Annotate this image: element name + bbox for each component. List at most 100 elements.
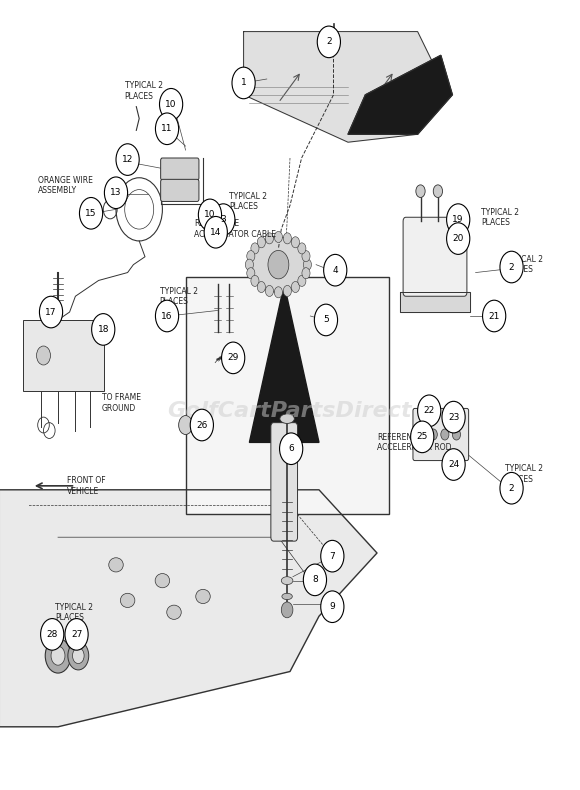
FancyBboxPatch shape (271, 423, 298, 541)
Text: 13: 13 (110, 188, 122, 198)
FancyBboxPatch shape (186, 276, 389, 514)
Ellipse shape (121, 593, 135, 608)
Circle shape (37, 346, 50, 365)
Circle shape (65, 619, 88, 650)
Ellipse shape (155, 574, 169, 588)
Text: 24: 24 (448, 460, 459, 469)
Circle shape (246, 268, 255, 279)
Circle shape (258, 237, 266, 248)
Polygon shape (0, 490, 377, 727)
FancyBboxPatch shape (403, 217, 467, 296)
Circle shape (45, 638, 71, 673)
Circle shape (41, 619, 64, 650)
Text: 18: 18 (97, 325, 109, 334)
Text: REFERENCE
ACCELERATOR CABLE: REFERENCE ACCELERATOR CABLE (194, 220, 276, 239)
Text: TYPICAL 2
PLACES: TYPICAL 2 PLACES (125, 81, 163, 100)
FancyBboxPatch shape (23, 320, 104, 391)
Text: 10: 10 (165, 100, 177, 109)
Text: 2: 2 (509, 483, 514, 493)
Text: 5: 5 (323, 315, 329, 325)
Ellipse shape (167, 605, 181, 619)
Circle shape (268, 250, 289, 279)
Circle shape (317, 26, 340, 58)
Circle shape (251, 276, 259, 287)
Circle shape (155, 113, 179, 145)
Circle shape (251, 243, 259, 254)
Circle shape (281, 602, 293, 618)
Text: 9: 9 (329, 602, 335, 611)
Circle shape (116, 144, 139, 175)
Text: 6: 6 (288, 444, 294, 453)
Circle shape (68, 641, 89, 670)
Circle shape (441, 429, 449, 440)
Circle shape (418, 395, 441, 427)
Text: 11: 11 (161, 124, 173, 134)
Text: TYPICAL 2
PLACES: TYPICAL 2 PLACES (505, 465, 543, 483)
Circle shape (429, 429, 437, 440)
Circle shape (204, 216, 227, 248)
Text: 10: 10 (204, 210, 216, 220)
Circle shape (212, 204, 235, 235)
Ellipse shape (196, 589, 210, 604)
Circle shape (302, 268, 310, 279)
Circle shape (321, 540, 344, 572)
Text: 17: 17 (45, 307, 57, 317)
Circle shape (283, 233, 291, 244)
Text: 21: 21 (488, 311, 500, 321)
Circle shape (274, 231, 282, 243)
Text: 14: 14 (210, 228, 222, 237)
Text: 7: 7 (329, 551, 335, 561)
Text: REFERENCE
ACCELERATOR ROD: REFERENCE ACCELERATOR ROD (377, 433, 451, 452)
Circle shape (324, 254, 347, 286)
Circle shape (452, 429, 461, 440)
Text: 23: 23 (448, 412, 459, 422)
Circle shape (155, 300, 179, 332)
Circle shape (411, 421, 434, 453)
Circle shape (245, 259, 253, 270)
Circle shape (39, 296, 63, 328)
Circle shape (79, 198, 103, 229)
Text: 29: 29 (227, 353, 239, 363)
Circle shape (258, 281, 266, 292)
Circle shape (303, 564, 327, 596)
Text: 26: 26 (196, 420, 208, 430)
Text: 8: 8 (312, 575, 318, 585)
Circle shape (179, 416, 193, 435)
FancyBboxPatch shape (161, 158, 199, 180)
Ellipse shape (109, 558, 123, 572)
Circle shape (246, 250, 255, 261)
Circle shape (447, 204, 470, 235)
Text: 22: 22 (423, 406, 435, 416)
Circle shape (500, 472, 523, 504)
Circle shape (302, 250, 310, 261)
Ellipse shape (281, 577, 293, 585)
Circle shape (104, 177, 128, 209)
Circle shape (442, 401, 465, 433)
Circle shape (442, 449, 465, 480)
Text: 1: 1 (241, 78, 246, 88)
Circle shape (190, 409, 213, 441)
Text: 12: 12 (122, 155, 133, 164)
Circle shape (291, 237, 299, 248)
Text: 2: 2 (509, 262, 514, 272)
Polygon shape (244, 32, 441, 142)
Text: GolfCartPartsDirect: GolfCartPartsDirect (168, 401, 412, 421)
Circle shape (274, 287, 282, 298)
Text: TYPICAL 2
PLACES: TYPICAL 2 PLACES (55, 603, 93, 622)
Text: 28: 28 (46, 630, 58, 639)
Text: 16: 16 (161, 311, 173, 321)
Text: TO FRAME
GROUND: TO FRAME GROUND (102, 393, 140, 412)
Text: ORANGE WIRE
ASSEMBLY: ORANGE WIRE ASSEMBLY (38, 176, 93, 195)
Text: FRONT OF
VEHICLE: FRONT OF VEHICLE (67, 476, 106, 495)
Circle shape (500, 251, 523, 283)
Ellipse shape (280, 414, 295, 423)
Circle shape (314, 304, 338, 336)
Circle shape (303, 259, 311, 270)
Circle shape (291, 281, 299, 292)
FancyBboxPatch shape (413, 408, 469, 461)
Text: 20: 20 (452, 234, 464, 243)
Text: 19: 19 (452, 215, 464, 224)
Text: TYPICAL 2
PLACES: TYPICAL 2 PLACES (505, 255, 543, 274)
Circle shape (232, 67, 255, 99)
Circle shape (447, 223, 470, 254)
